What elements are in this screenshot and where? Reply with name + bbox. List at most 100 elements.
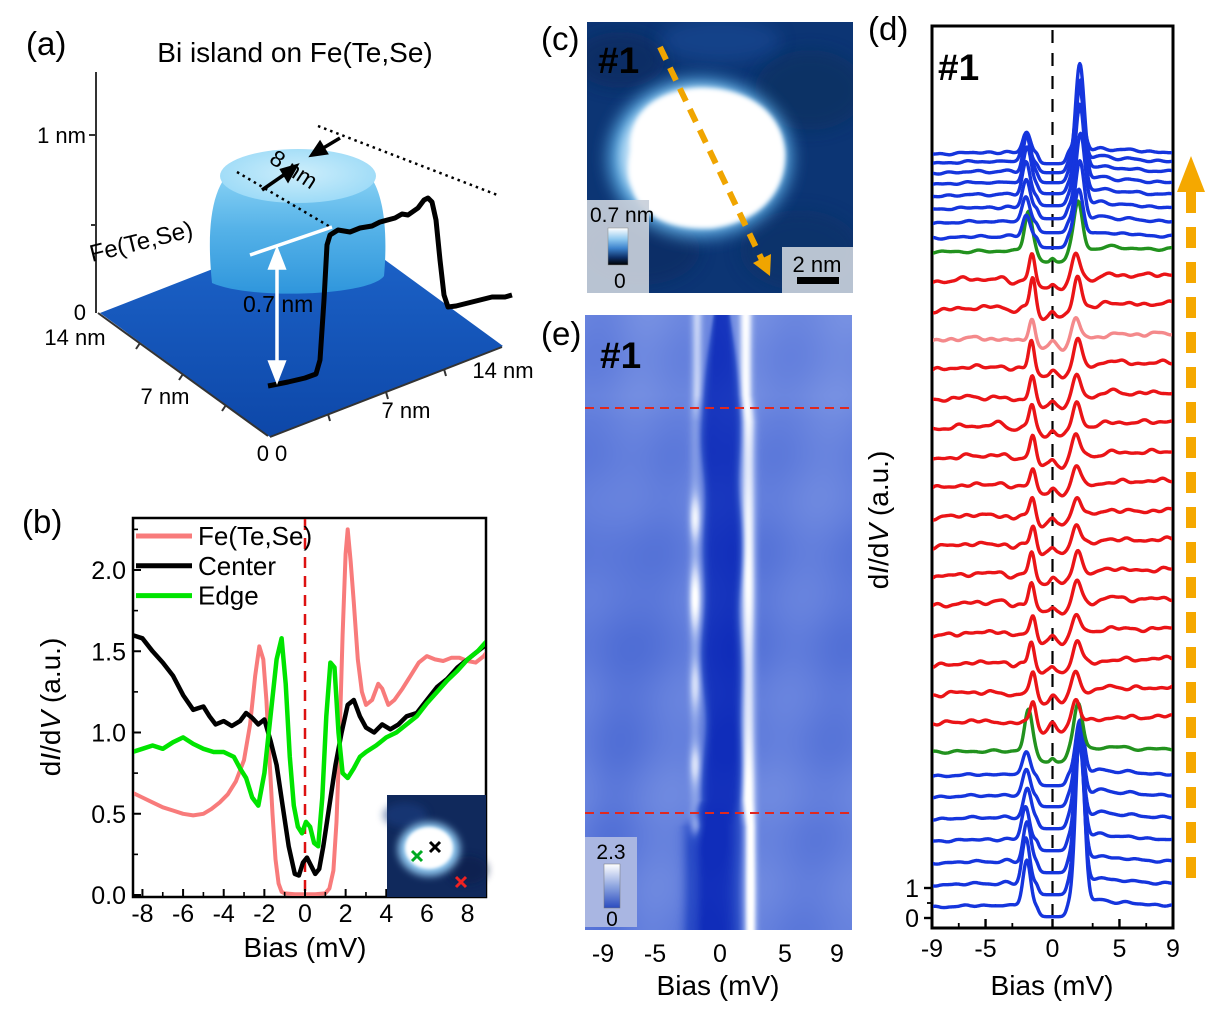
- x-tick-label: 9: [1166, 935, 1180, 963]
- height-profile-line: [267, 195, 513, 389]
- x-tick-label: 4: [379, 900, 393, 928]
- waterfall-curve-red: [933, 336, 1172, 380]
- x-tick-label: 6: [420, 900, 434, 928]
- bi-island-top: [220, 149, 376, 203]
- curve-fetese: [134, 527, 485, 896]
- y-tick-label: 2.0: [91, 557, 126, 585]
- x-tick-label: -9: [921, 935, 943, 963]
- substrate-label: Fe(Te,Se): [87, 216, 196, 268]
- x-tick-label: 8: [461, 900, 475, 928]
- spectra-curves: [134, 527, 485, 896]
- waterfall-curve-red: [933, 697, 1172, 735]
- y-tick-label: 1.5: [91, 638, 126, 666]
- waterfall-curve-red: [933, 578, 1172, 616]
- y-tick-label: 0.5: [91, 801, 126, 829]
- x-tick-label: 5: [778, 940, 792, 968]
- x-tick-label: -5: [974, 935, 996, 963]
- x-tick-label: -4: [213, 900, 235, 928]
- position-arrow-head: [1177, 156, 1205, 192]
- panel-b-spectra: (b) -8 -6 -4 -2 0 2 4 6 8 0.0 0.5 1.0 1.5 2.0 Fe(Te,S…: [22, 503, 488, 963]
- spectral-linecut-map: [585, 315, 852, 930]
- waterfall-curve-blue: [933, 159, 1172, 235]
- center-point-marker: [428, 840, 442, 854]
- substrate-point-marker: [454, 875, 468, 889]
- y-axis-label: dI/dV (a.u.): [863, 451, 894, 590]
- z-axis: [89, 72, 97, 313]
- waterfall-curve-blue: [933, 106, 1172, 166]
- waterfall-curve-blue: [933, 187, 1172, 250]
- panel-a-label: (a): [26, 25, 66, 62]
- legend-label: Edge: [198, 581, 259, 611]
- waterfall-curve-blue: [933, 61, 1172, 185]
- left-axis-14nm: 14 nm: [44, 325, 105, 350]
- substrate-surface: [100, 222, 503, 437]
- waterfall-curve-blue: [933, 742, 1172, 853]
- x-tick-label: -6: [172, 900, 194, 928]
- y-axis-label: dI/dV (a.u.): [35, 638, 66, 777]
- panel-c-label: (c): [541, 20, 579, 57]
- island-core: [628, 88, 786, 229]
- panel-e-label: (e): [541, 315, 581, 352]
- width-arrows: [261, 136, 341, 192]
- waterfall-curve-red: [933, 274, 1172, 322]
- panel-c-stm-image: (c) #1 0.7 nm 0 2 nm: [541, 20, 853, 293]
- inset-island-core: [405, 827, 453, 869]
- panel-d-label: (d): [868, 10, 908, 47]
- island-tag: #1: [598, 40, 639, 81]
- waterfall-curve-blue: [933, 87, 1172, 175]
- waterfall-curve-red: [933, 400, 1172, 439]
- waterfall-curve-red: [933, 464, 1172, 498]
- waterfall-curve-blue: [933, 78, 1172, 196]
- island-tag: #1: [938, 47, 979, 88]
- legend-label: Center: [198, 551, 276, 581]
- waterfall-curve-red: [933, 669, 1172, 706]
- x-tick-label: -2: [253, 900, 275, 928]
- x-tick-label: 0: [1046, 935, 1060, 963]
- origin-label: 0 0: [257, 441, 288, 466]
- x-axis-label: Bias (mV): [657, 970, 780, 1001]
- waterfall-curve-red: [933, 548, 1172, 587]
- waterfall-curve-blue: [933, 737, 1172, 831]
- right-axis-14nm: 14 nm: [472, 358, 533, 383]
- panel-a-3d-topograph: (a) Bi island on Fe(Te,Se) 1 nm 0 8 nm: [26, 25, 534, 466]
- right-axis-7nm: 7 nm: [382, 398, 431, 423]
- z-tick-1nm: 1 nm: [37, 123, 86, 148]
- axis-tick-labels: -9 -5 0 5 9: [592, 940, 844, 968]
- linecut-arrow-head: [753, 254, 771, 276]
- waterfall-curve-blue: [933, 727, 1172, 809]
- waterfall-curve-red: [933, 432, 1172, 470]
- axis-ticks: -9 -5 0 5 910: [905, 875, 1180, 963]
- panel-e-overlay: (e) #1 2.3 0 -9 -5 0 5 9 Bias (mV): [541, 315, 852, 1001]
- colorbar-min-label: 0: [606, 908, 618, 931]
- linecut-arrow-shaft: [657, 45, 766, 264]
- waterfall-curve-blue: [933, 724, 1172, 919]
- colorbar-max-label: 2.3: [596, 841, 625, 864]
- axis-ticks: -8 -6 -4 -2 0 2 4 6 8 0.0 0.5 1.0 1.5 2.0: [91, 528, 475, 928]
- waterfall-curve-red: [933, 523, 1172, 557]
- x-tick-label: -8: [131, 900, 153, 928]
- colorbar-max-label: 0.7 nm: [590, 204, 654, 227]
- colorbar-min-label: 0: [614, 270, 626, 293]
- didv-colorbar: 2.3 0: [585, 837, 637, 931]
- x-tick-label: -9: [592, 940, 614, 968]
- x-tick-label: 9: [830, 940, 844, 968]
- position-arrow: [1177, 156, 1205, 878]
- waterfall-curve-red: [933, 639, 1172, 675]
- panel-a-title: Bi island on Fe(Te,Se): [157, 37, 432, 68]
- height-colorbar: 0.7 nm 0: [587, 200, 654, 293]
- y-tick-label: 1: [905, 875, 919, 903]
- plot-frame: [131, 516, 488, 899]
- waterfall-curve-green: [933, 701, 1172, 764]
- x-tick-label: 5: [1112, 935, 1126, 963]
- base-axes: [97, 312, 503, 438]
- y-tick-label: 0: [905, 905, 919, 933]
- waterfall-curve-blue: [933, 718, 1172, 788]
- waterfall-curve-red: [933, 251, 1172, 292]
- height-arrow: [249, 225, 333, 385]
- waterfall-curve-pink: [933, 316, 1172, 352]
- y-tick-label: 0.0: [91, 882, 126, 910]
- x-tick-label: 0: [298, 900, 312, 928]
- waterfall-curve-red: [933, 612, 1172, 647]
- panel-b-label: (b): [22, 503, 62, 540]
- width-guides-dotted: [236, 124, 501, 230]
